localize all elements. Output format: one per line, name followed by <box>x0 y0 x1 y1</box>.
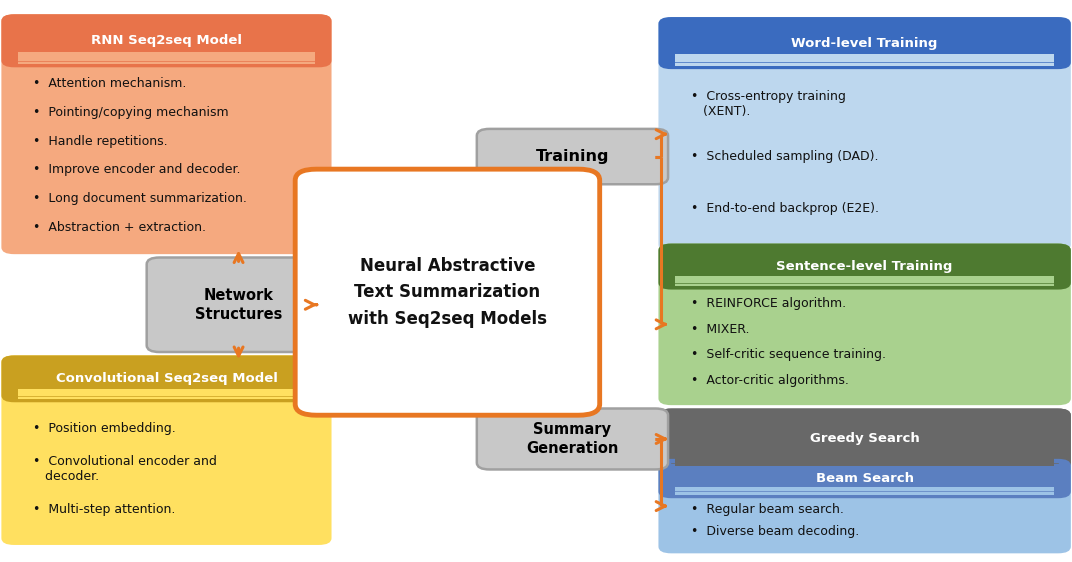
FancyBboxPatch shape <box>658 459 1071 498</box>
Text: •  Attention mechanism.: • Attention mechanism. <box>33 77 187 90</box>
Text: •  End-to-end backprop (E2E).: • End-to-end backprop (E2E). <box>690 202 878 215</box>
Text: •  Handle repetitions.: • Handle repetitions. <box>33 134 168 148</box>
Bar <box>18 389 315 399</box>
FancyBboxPatch shape <box>477 409 668 469</box>
Text: •  REINFORCE algorithm.: • REINFORCE algorithm. <box>690 297 846 310</box>
Text: •  MIXER.: • MIXER. <box>690 323 749 336</box>
Bar <box>675 277 1054 286</box>
FancyBboxPatch shape <box>658 243 1071 289</box>
Text: Word-level Training: Word-level Training <box>791 37 938 49</box>
FancyBboxPatch shape <box>1 14 331 254</box>
FancyBboxPatch shape <box>295 169 599 415</box>
Text: •  Scheduled sampling (DAD).: • Scheduled sampling (DAD). <box>690 149 878 162</box>
Bar <box>675 487 1054 495</box>
FancyBboxPatch shape <box>1 355 331 545</box>
Bar <box>14 379 318 396</box>
FancyBboxPatch shape <box>1 14 331 67</box>
Text: Network
Structures: Network Structures <box>195 288 282 321</box>
Bar <box>671 43 1058 62</box>
Bar <box>675 54 1054 66</box>
Text: •  Multi-step attention.: • Multi-step attention. <box>33 503 176 516</box>
FancyBboxPatch shape <box>658 409 1071 469</box>
FancyBboxPatch shape <box>147 257 330 352</box>
Text: Convolutional Seq2seq Model: Convolutional Seq2seq Model <box>56 372 278 386</box>
Text: •  Cross-entropy training
   (XENT).: • Cross-entropy training (XENT). <box>690 90 846 118</box>
Text: Neural Abstractive
Text Summarization
with Seq2seq Models: Neural Abstractive Text Summarization wi… <box>348 257 547 328</box>
FancyBboxPatch shape <box>658 243 1071 405</box>
Text: •  Position embedding.: • Position embedding. <box>33 422 176 434</box>
Bar <box>671 439 1058 463</box>
Text: •  Diverse beam decoding.: • Diverse beam decoding. <box>690 525 859 538</box>
Text: Summary
Generation: Summary Generation <box>526 422 619 456</box>
Text: Training: Training <box>536 149 609 164</box>
FancyBboxPatch shape <box>477 129 668 184</box>
Bar <box>18 52 315 64</box>
Text: •  Regular beam search.: • Regular beam search. <box>690 502 844 516</box>
Text: •  Self-critic sequence training.: • Self-critic sequence training. <box>690 348 885 361</box>
Bar <box>671 266 1058 283</box>
Bar <box>675 452 1054 466</box>
FancyBboxPatch shape <box>1 355 331 402</box>
Text: •  Actor-critic algorithms.: • Actor-critic algorithms. <box>690 374 848 387</box>
Text: Sentence-level Training: Sentence-level Training <box>776 260 953 273</box>
Text: Greedy Search: Greedy Search <box>809 433 920 446</box>
Text: RNN Seq2seq Model: RNN Seq2seq Model <box>91 34 242 47</box>
FancyBboxPatch shape <box>658 409 1071 469</box>
Text: •  Improve encoder and decoder.: • Improve encoder and decoder. <box>33 164 241 176</box>
FancyBboxPatch shape <box>658 459 1071 554</box>
Bar <box>14 41 318 61</box>
Text: •  Long document summarization.: • Long document summarization. <box>33 192 248 205</box>
FancyBboxPatch shape <box>658 17 1071 69</box>
Text: •  Pointing/copying mechanism: • Pointing/copying mechanism <box>33 106 229 119</box>
FancyBboxPatch shape <box>658 17 1071 251</box>
Text: •  Abstraction + extraction.: • Abstraction + extraction. <box>33 221 207 234</box>
Text: Beam Search: Beam Search <box>816 472 913 485</box>
Bar <box>671 478 1058 492</box>
Text: •  Convolutional encoder and
   decoder.: • Convolutional encoder and decoder. <box>33 455 218 483</box>
